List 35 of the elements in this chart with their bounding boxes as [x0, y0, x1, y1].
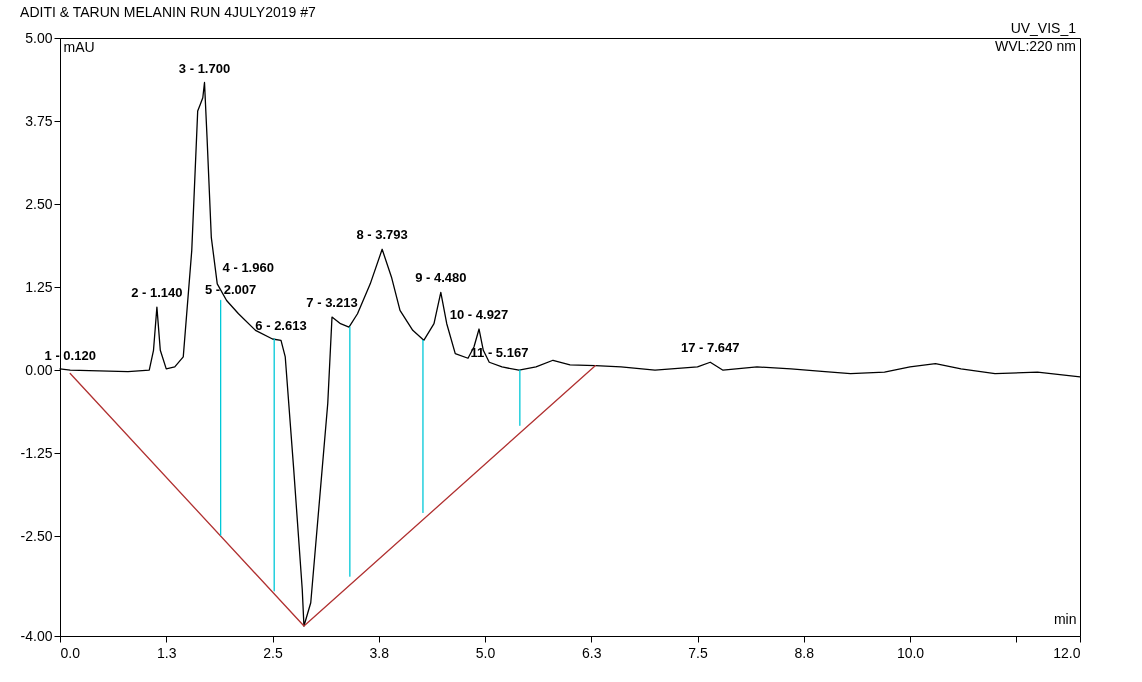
y-tick-label: 2.50 [25, 195, 53, 212]
x-tick-label: 0.0 [60, 644, 81, 661]
x-tick-label: 3.8 [369, 644, 390, 661]
y-tick-label: -1.25 [20, 444, 53, 461]
x-tick-label: 10.0 [896, 644, 925, 661]
y-tick-label: 5.00 [25, 29, 53, 46]
annotation: 1 - 0.120 [44, 348, 96, 364]
y-axis-title: mAU [63, 38, 95, 55]
y-tick-label: -2.50 [20, 527, 53, 544]
x-tick-label: 2.5 [263, 644, 283, 661]
annotation: 5 - 2.007 [204, 281, 257, 297]
text: UV_VIS_1 [1010, 20, 1077, 36]
chart-title: ADITI & TARUN MELANIN RUN 4JULY2019 #7 [20, 4, 316, 20]
annotation: 3 - 1.700 [178, 60, 231, 76]
annotation: 4 - 1.960 [222, 260, 274, 276]
y-tick-label: 3.75 [25, 112, 53, 129]
annotation: 9 - 4.480 [415, 270, 467, 286]
annotation: 8 - 3.793 [356, 227, 408, 243]
x-tick-label: 5.0 [475, 644, 496, 661]
annotation: 7 - 3.213 [306, 295, 358, 311]
annotation: 11 - 5.167 [470, 344, 529, 360]
y-tick-label: 0.00 [25, 361, 53, 378]
annotation: 10 - 4.927 [449, 307, 509, 323]
annotation: 17 - 7.647 [680, 340, 740, 356]
annotation: 6 - 2.613 [255, 318, 307, 334]
y-tick-label: -4.00 [20, 627, 53, 644]
y-tick-label: 1.25 [25, 278, 53, 295]
x-tick-label: 8.8 [794, 644, 815, 661]
x-tick-label: 6.3 [582, 644, 602, 661]
x-tick-label: 12.0 [1053, 644, 1081, 661]
x-axis-title: min [1053, 610, 1077, 627]
x-tick-label: 1.3 [157, 644, 177, 661]
annotation: 2 - 1.140 [131, 285, 183, 301]
annotation: WVL:220 nm [995, 38, 1076, 54]
x-tick-label: 7.5 [688, 644, 708, 661]
